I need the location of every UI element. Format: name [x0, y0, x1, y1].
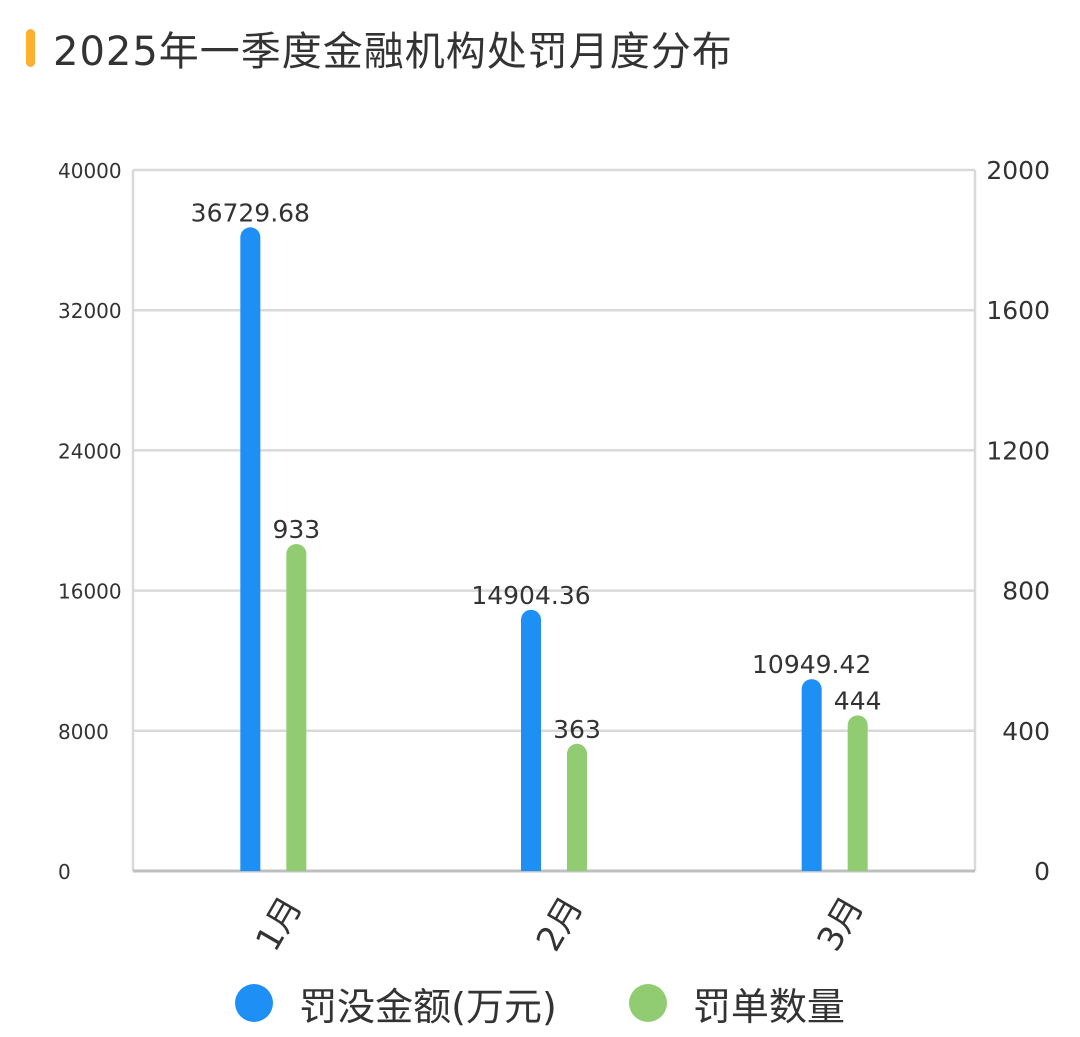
data-label-count: 933 — [272, 515, 320, 544]
y-right-tick-label: 1600 — [986, 296, 1050, 325]
chart-title: 2025年一季度金融机构处罚月度分布 — [53, 29, 733, 75]
legend-item-amount[interactable]: 罚没金额(万元) — [235, 976, 557, 1031]
bar-count — [567, 743, 587, 871]
y-left-tick-label: 24000 — [58, 439, 122, 463]
bar-chart: 0 0 8000 400 16000 800 24000 1200 32000 1600 40000… — [58, 156, 1050, 958]
legend-marker-amount — [235, 984, 274, 1022]
y-right-tick-label: 1200 — [986, 436, 1050, 465]
data-label-amount: 36729.68 — [191, 198, 310, 227]
y-right-tick-label: 0 — [1034, 857, 1050, 886]
legend-marker-count — [628, 984, 667, 1022]
bar-amount — [240, 227, 261, 871]
bar-count — [286, 543, 307, 871]
legend-label-count: 罚单数量 — [692, 984, 845, 1029]
title-accent-bar — [26, 29, 35, 67]
bar-amount — [801, 679, 822, 871]
bar-amount — [521, 609, 541, 871]
data-label-count: 444 — [834, 686, 882, 715]
x-category-label: 1月 — [248, 890, 310, 958]
data-label-count: 363 — [553, 715, 601, 744]
y-right-tick-label: 400 — [1002, 717, 1050, 746]
y-left-tick-label: 8000 — [58, 720, 109, 744]
x-category-label: 3月 — [809, 890, 871, 958]
y-left-tick-label: 0 — [58, 860, 71, 884]
legend-item-count[interactable]: 罚单数量 — [628, 976, 845, 1031]
chart-title-bar: 2025年一季度金融机构处罚月度分布 — [26, 28, 733, 75]
y-left-tick-label: 40000 — [58, 159, 122, 183]
y-left-tick-label: 32000 — [58, 299, 122, 323]
bar-count — [847, 715, 868, 871]
y-left-tick-label: 16000 — [58, 580, 122, 604]
y-right-tick-label: 2000 — [986, 156, 1050, 185]
data-label-amount: 10949.42 — [752, 650, 871, 679]
x-category-label: 2月 — [529, 890, 591, 958]
y-right-tick-label: 800 — [1002, 577, 1050, 606]
chart-legend: 罚没金额(万元) 罚单数量 — [0, 975, 1080, 1031]
legend-label-amount: 罚没金额(万元) — [299, 984, 557, 1029]
data-label-amount: 14904.36 — [471, 581, 590, 610]
